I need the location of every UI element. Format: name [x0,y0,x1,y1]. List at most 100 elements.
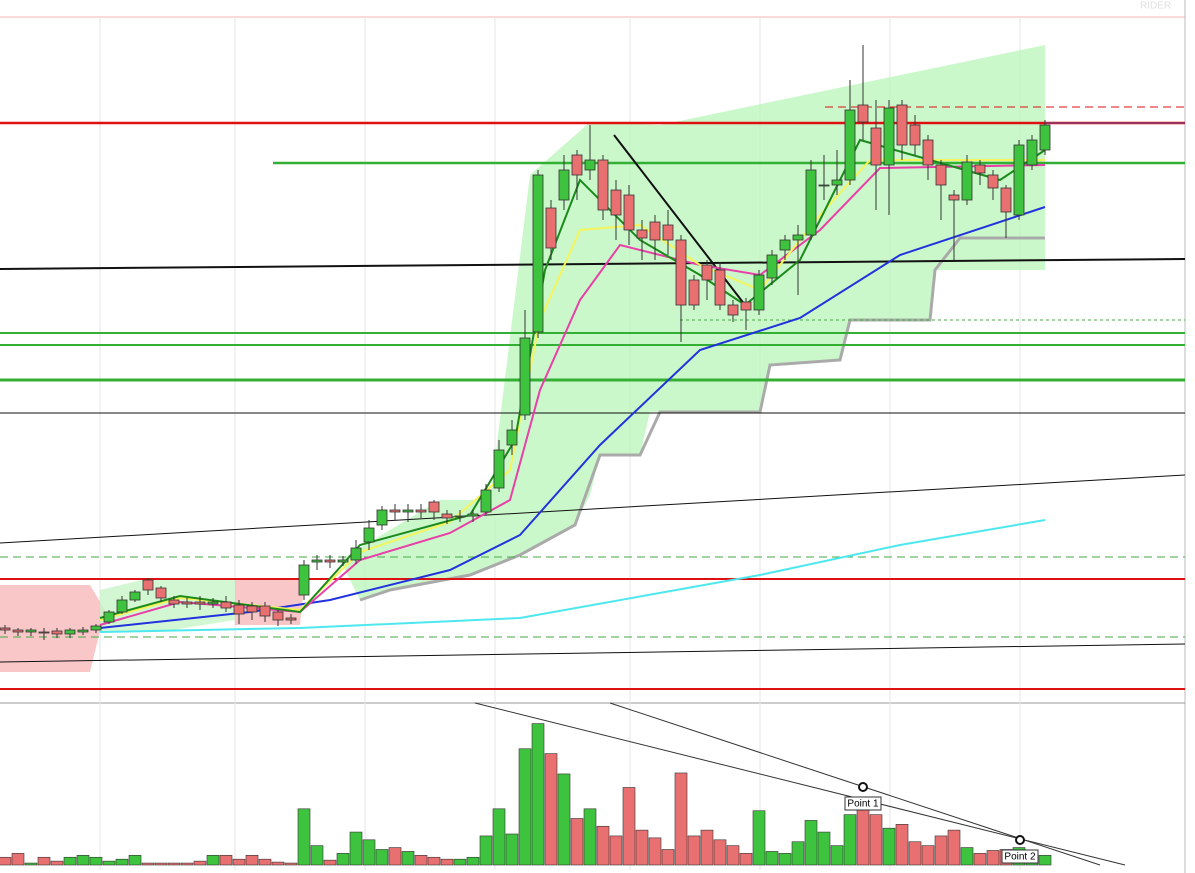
volume-bar [869,814,883,866]
volume-bar [349,831,363,866]
candle-body [597,159,609,211]
volume-bar [154,862,168,866]
volume-bar [557,773,571,866]
volume-bar [752,810,766,866]
marks: Point 1 Point 2 [0,45,1052,866]
candle-body [233,604,245,615]
volume-bar [388,847,402,866]
annotation-box [1001,849,1039,864]
candle-body [714,269,726,306]
candle-body [844,109,856,181]
candle-body [662,224,674,241]
candle-body [350,547,362,561]
volume-bar [765,851,779,866]
volume-bar [0,856,12,866]
candle-body [77,629,89,633]
candle-body [454,515,466,518]
volume-bar [284,862,298,866]
anchor-point [1015,835,1025,845]
volume-bar [895,824,909,866]
volume-bar [570,818,584,866]
anchor-point [858,782,868,792]
volume-bar [336,853,350,866]
volume-bar [375,849,389,866]
volume-bar [739,853,753,866]
candle-body [25,629,37,633]
candle-body [493,449,505,489]
volume-bar [76,855,90,866]
volume-bar [583,808,597,866]
candle-body [220,601,232,609]
candle-body [571,154,583,176]
candle-body [740,301,752,311]
candle-body [896,104,908,146]
volume-bar [1038,855,1052,866]
volume-bar [505,833,519,866]
candle-body [415,509,427,513]
volume-bar [518,748,532,866]
candle-body [818,184,830,187]
volume-bar [687,835,701,866]
volume-bar [544,753,558,866]
volume-bar [960,847,974,866]
candle-body [1013,144,1025,216]
candle-body [376,509,388,526]
candle-body [480,489,492,513]
candle-body [272,611,284,621]
candle-body [922,139,934,166]
candle-body [90,625,102,631]
volume-bar [947,829,961,866]
candle-body [883,107,895,166]
candle-body [363,527,375,543]
volume-bar [479,835,493,866]
annotation-label: Point 2 [1004,852,1036,863]
candle-body [402,509,414,513]
volume-bar [271,861,285,866]
candle-body [948,194,960,201]
candle-body [467,513,479,517]
volume-bar [310,845,324,866]
volume-bar [830,845,844,866]
candle-body [116,599,128,613]
candle-body [38,631,50,634]
candle-body [428,501,440,513]
volume-bar [102,860,116,866]
volume-bar [453,858,467,866]
candle-body [337,559,349,563]
volume-bar [804,820,818,866]
candle-body [584,159,596,171]
volume-bar [427,856,441,866]
candle-body [51,630,63,635]
candle-body [779,239,791,251]
candle-body [532,174,544,333]
candle-body [870,127,882,166]
volume-bar [193,860,207,866]
candle-body [506,429,518,446]
volume-bar [219,855,233,866]
candle-body [246,605,258,613]
volume-bar [37,856,51,866]
candle-body [987,174,999,189]
volume-bar [921,845,935,866]
candle-body [298,564,310,596]
volume-bar [115,858,129,866]
volume-bar [531,723,545,866]
candle-body [675,239,687,306]
volume-bar [609,835,623,866]
volume-bar [648,837,662,866]
volume-bar [908,841,922,866]
candle-body [727,304,739,316]
candle-body [207,601,219,605]
volume-bar [635,829,649,866]
candle-body [285,617,297,621]
volume-bar [778,853,792,866]
volume-bar [817,831,831,866]
candle-body [558,169,570,201]
volume-bar [791,841,805,866]
volume-bar [323,859,337,866]
candle-body [1039,124,1051,151]
candle-body [753,274,765,311]
candle-body [103,611,115,623]
